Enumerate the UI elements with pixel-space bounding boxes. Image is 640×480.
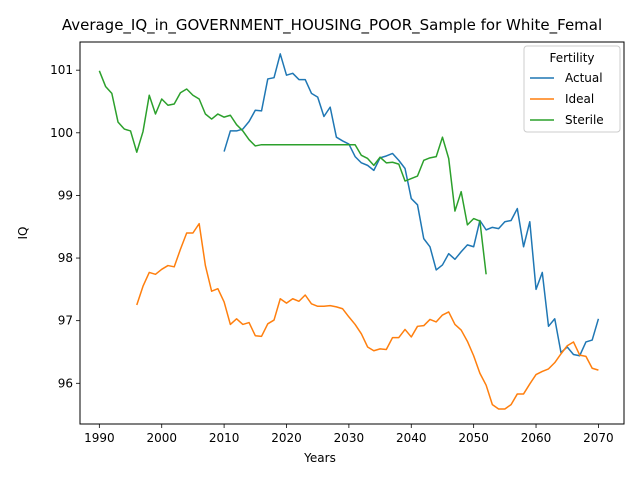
y-tick-label: 99 <box>58 188 73 202</box>
x-tick-label: 1990 <box>84 431 115 445</box>
y-tick-label: 101 <box>50 63 73 77</box>
x-tick-label: 2060 <box>521 431 552 445</box>
legend: Fertility Actual Ideal Sterile <box>523 45 621 133</box>
x-tick-label: 2040 <box>396 431 427 445</box>
legend-title: Fertility <box>549 51 594 65</box>
series-line-actual <box>223 53 600 357</box>
plot-lines <box>98 53 600 410</box>
x-axis: 1990 2000 2010 2020 2030 2040 2050 2060 2070 <box>84 424 614 445</box>
series-line-sterile <box>98 70 487 275</box>
legend-label-ideal: Ideal <box>565 92 594 106</box>
y-axis: 96 97 98 99 100 101 <box>50 63 80 390</box>
legend-entries: Actual Ideal Sterile <box>530 71 604 127</box>
y-tick-label: 97 <box>58 314 73 328</box>
y-axis-label: IQ <box>16 227 30 240</box>
x-axis-label: Years <box>303 451 336 465</box>
x-tick-label: 2020 <box>271 431 302 445</box>
legend-frame <box>523 45 621 133</box>
legend-label-sterile: Sterile <box>565 113 604 127</box>
series-line-ideal <box>136 222 599 410</box>
x-tick-label: 2030 <box>334 431 365 445</box>
x-tick-label: 2010 <box>209 431 240 445</box>
y-tick-label: 100 <box>50 126 73 140</box>
y-tick-label: 98 <box>58 251 73 265</box>
y-tick-label: 96 <box>58 376 73 390</box>
x-tick-label: 2000 <box>146 431 177 445</box>
legend-label-actual: Actual <box>565 71 603 85</box>
x-tick-label: 2070 <box>583 431 614 445</box>
x-tick-label: 2050 <box>458 431 489 445</box>
chart-title: Average_IQ_in_GOVERNMENT_HOUSING_POOR_Sa… <box>62 16 602 35</box>
plot-frame <box>79 41 625 425</box>
